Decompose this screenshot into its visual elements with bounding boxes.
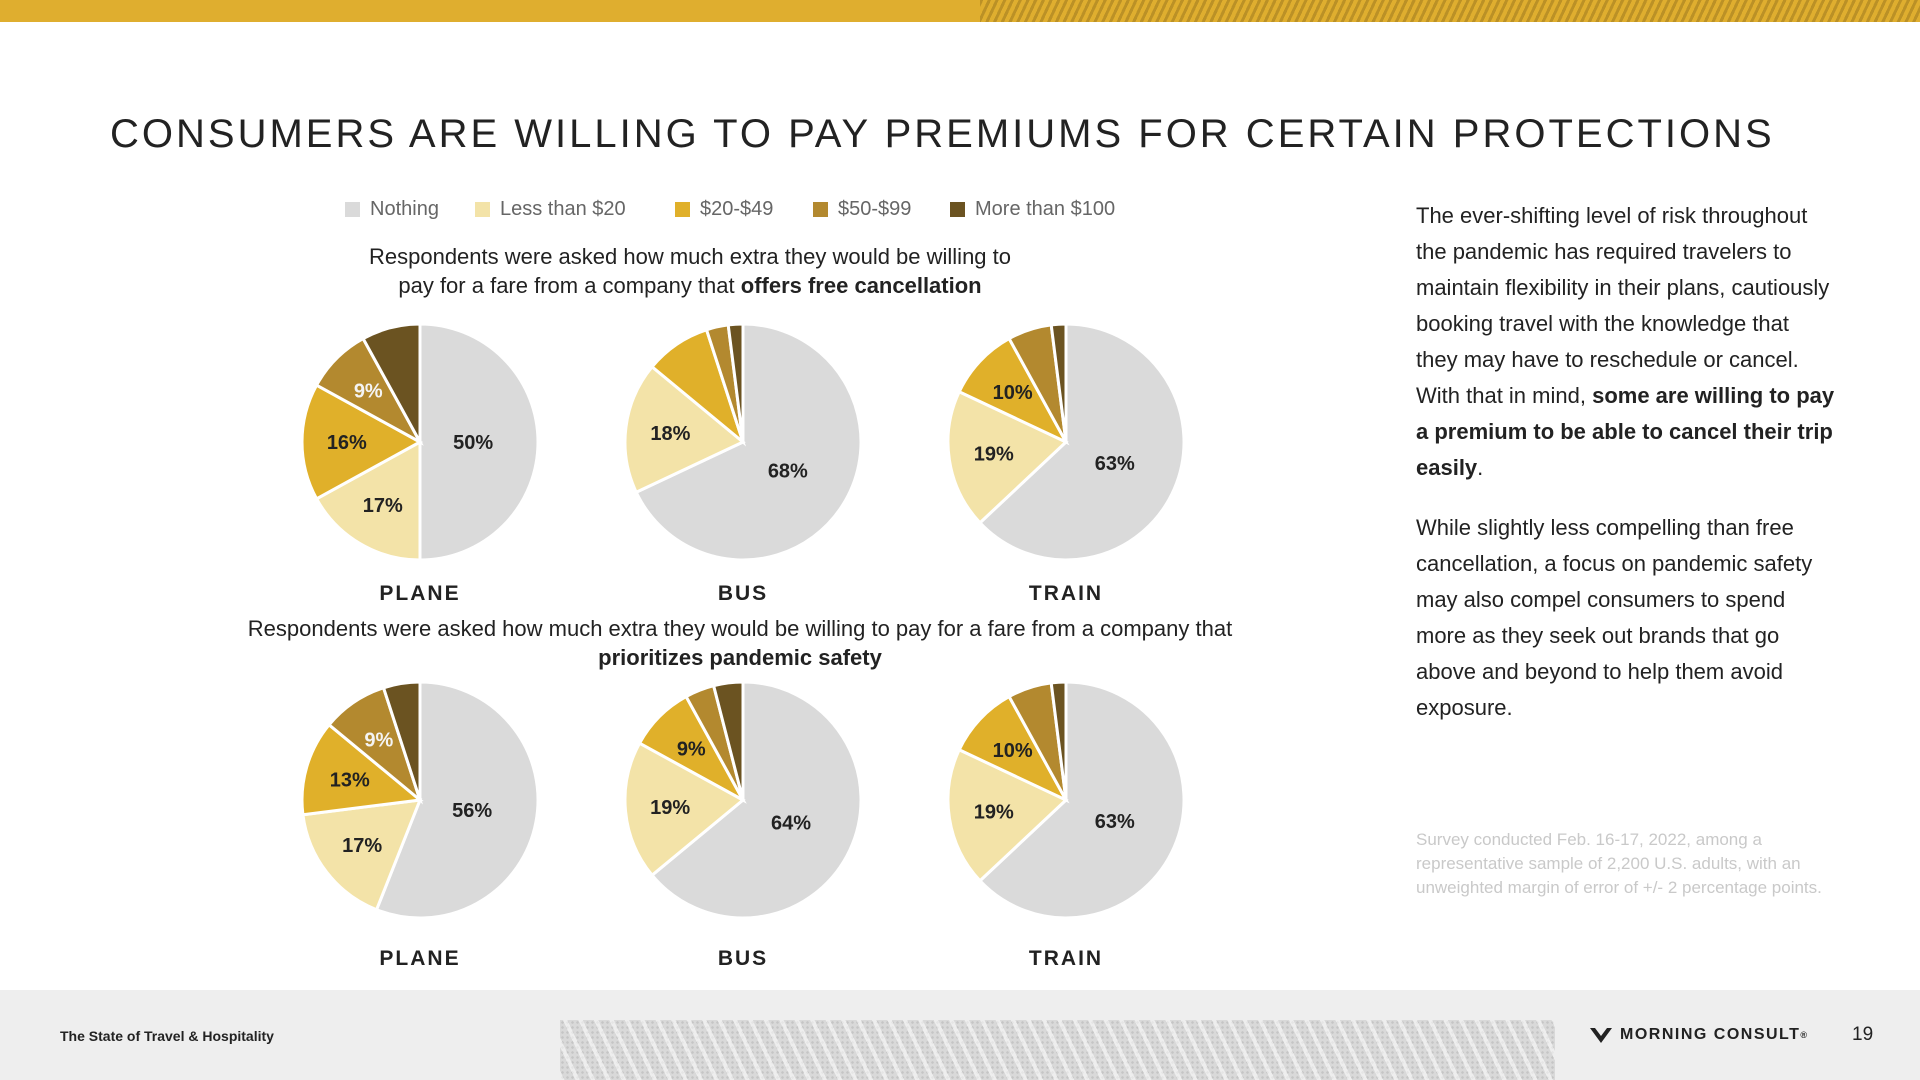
pie-slice-nothing	[977, 322, 1186, 562]
logo-text: MORNING CONSULT	[1620, 1026, 1801, 1043]
pie-data-label: 10%	[993, 740, 1033, 762]
pie-slice-more-than-100	[726, 322, 745, 443]
pie-slice-nothing	[374, 680, 540, 920]
pie-data-label: 17%	[342, 835, 382, 857]
question-line: Respondents were asked how much extra th…	[247, 616, 1233, 641]
pie-data-label: 16%	[327, 432, 367, 454]
side-paragraph-2: While slightly less compelling than free…	[1416, 515, 1813, 720]
pie-title: TRAIN	[1029, 582, 1103, 605]
pie-slice-less-than-20	[946, 389, 1069, 525]
pie-data-label: 50%	[453, 432, 493, 454]
company-logo: MORNING CONSULT ®	[1590, 1026, 1809, 1044]
legend-swatch	[813, 202, 828, 217]
pie-data-label: 9%	[677, 738, 706, 760]
pie-data-label: 64%	[771, 813, 811, 835]
legend-swatch	[675, 202, 690, 217]
pie-data-label: 68%	[768, 460, 808, 482]
pie-plane-safety: 56% 17% 13% 9% PLANE	[300, 680, 540, 970]
question-emphasis: offers free cancellation	[740, 273, 982, 298]
page-number: 19	[1852, 1024, 1874, 1045]
side-emphasis: some are willing to pay a premium to be …	[1416, 383, 1835, 480]
legend-swatch	[345, 202, 360, 217]
question-line: prioritizes pandemic safety	[190, 643, 1290, 672]
legend-swatch	[475, 202, 490, 217]
pie-data-label: 19%	[974, 443, 1014, 465]
pie-train-safety: 63% 19% 10% TRAIN	[946, 680, 1186, 970]
question-text: pay for a fare from a company that	[398, 273, 741, 298]
pie-train-cancellation: 63% 19% 10% TRAIN	[946, 322, 1186, 605]
page-title: CONSUMERS ARE WILLING TO PAY PREMIUMS FO…	[110, 112, 1775, 156]
logo-registered: ®	[1800, 1030, 1809, 1040]
pie-title: TRAIN	[1029, 947, 1103, 970]
question-pandemic-safety: Respondents were asked how much extra th…	[190, 614, 1290, 672]
chart-legend: Nothing Less than $20 $20-$49 $50-$99 Mo…	[345, 198, 1165, 232]
pie-slice-20-49	[300, 383, 424, 501]
legend-label: $50-$99	[838, 198, 912, 220]
pie-slice-more-than-100	[361, 322, 422, 443]
pie-data-label: 18%	[650, 423, 690, 445]
pie-slice-nothing	[977, 680, 1186, 920]
side-paragraph-1: The ever-shifting level of risk througho…	[1416, 198, 1836, 486]
pie-bus-cancellation: 68% 18% BUS	[623, 322, 863, 605]
logo-mark-icon	[1590, 1028, 1612, 1043]
pie-data-label: 17%	[363, 495, 403, 517]
pie-data-label: 19%	[650, 797, 690, 819]
question-line: Respondents were asked how much extra th…	[368, 244, 1012, 269]
legend-label: Nothing	[370, 198, 439, 220]
pie-data-label: 13%	[330, 770, 370, 792]
pie-slice-nothing	[418, 322, 540, 562]
pie-data-label: 9%	[364, 729, 393, 751]
legend-swatch	[950, 202, 965, 217]
side-text: The ever-shifting level of risk througho…	[1416, 203, 1830, 408]
legend-item-less-than-20: Less than $20	[475, 198, 626, 221]
pie-slice-nothing	[634, 322, 863, 562]
legend-label: Less than $20	[500, 198, 626, 220]
legend-label: More than $100	[975, 198, 1116, 220]
pie-slice-more-than-100	[1049, 680, 1068, 801]
pie-title: BUS	[718, 947, 768, 970]
legend-item-20-49: $20-$49	[675, 198, 773, 221]
pie-bus-safety: 64% 19% 9% BUS	[623, 680, 863, 970]
top-bar-pattern	[980, 0, 1920, 22]
footer-report-title: The State of Travel & Hospitality	[60, 1028, 274, 1044]
pie-data-label: 63%	[1095, 811, 1135, 833]
pie-data-label: 63%	[1095, 453, 1135, 475]
legend-label: $20-$49	[700, 198, 774, 220]
pie-slice-more-than-100	[1049, 322, 1068, 443]
pie-slice-less-than-20	[623, 741, 746, 878]
pie-title: PLANE	[379, 582, 460, 605]
legend-item-more-than-100: More than $100	[950, 198, 1115, 221]
footer-pattern	[560, 1020, 1555, 1080]
question-line: pay for a fare from a company that offer…	[340, 271, 1040, 300]
question-emphasis: prioritizes pandemic safety	[598, 645, 882, 670]
legend-item-50-99: $50-$99	[813, 198, 911, 221]
pie-data-label: 10%	[993, 382, 1033, 404]
side-text: .	[1477, 455, 1484, 480]
pie-slice-less-than-20	[623, 364, 746, 495]
top-accent-bar	[0, 0, 1920, 22]
pie-slice-less-than-20	[314, 439, 422, 562]
pie-title: PLANE	[379, 947, 460, 970]
side-commentary: The ever-shifting level of risk througho…	[1416, 198, 1836, 750]
pie-slice-more-than-100	[381, 680, 422, 801]
pie-data-label: 9%	[354, 380, 383, 402]
survey-note: Survey conducted Feb. 16-17, 2022, among…	[1416, 830, 1822, 897]
pie-data-label: 19%	[974, 801, 1014, 823]
pie-slice-more-than-100	[711, 680, 745, 801]
pie-slice-nothing	[649, 680, 863, 920]
pie-slice-20-49	[300, 722, 424, 817]
pie-slice-less-than-20	[301, 798, 423, 912]
legend-item-nothing: Nothing	[345, 198, 439, 221]
question-free-cancellation: Respondents were asked how much extra th…	[340, 242, 1040, 300]
pie-title: BUS	[718, 582, 768, 605]
pie-plane-cancellation: 50% 17% 16% 9% PLANE	[300, 322, 540, 605]
pie-slice-less-than-20	[946, 747, 1069, 883]
pie-data-label: 56%	[452, 800, 492, 822]
